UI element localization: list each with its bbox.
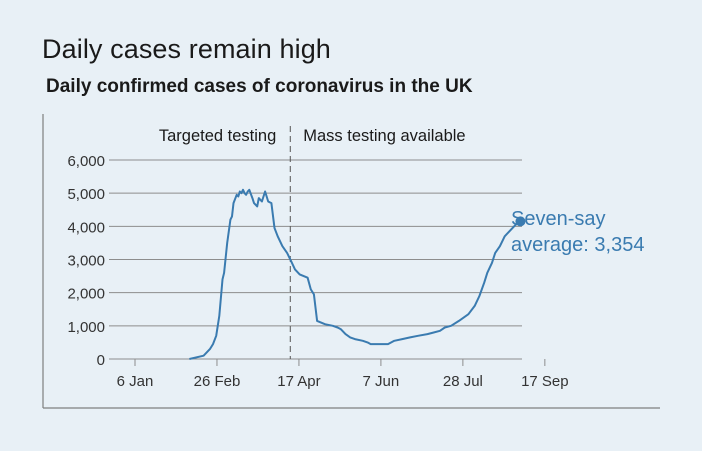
y-tick-label: 1,000 <box>67 319 105 336</box>
latest-point-marker <box>515 216 526 227</box>
y-tick-label: 6,000 <box>67 153 105 170</box>
chart-title: Daily cases remain high <box>42 34 331 64</box>
x-tick-label: 28 Jul <box>443 373 483 390</box>
chart-subtitle: Daily confirmed cases of coronavirus in … <box>46 76 473 97</box>
annotation-line-1: Seven-say <box>511 208 606 230</box>
y-tick-label: 2,000 <box>67 286 105 303</box>
y-tick-label: 3,000 <box>67 253 105 270</box>
phase-divider-group: Targeted testing Mass testing available <box>159 126 466 359</box>
chart-frame <box>42 114 660 409</box>
series-group <box>189 188 521 360</box>
x-tick-label: 7 Jun <box>363 373 400 390</box>
series-line-daily-cases <box>189 188 521 360</box>
annotation-line-2: average: 3,354 <box>511 234 644 256</box>
x-tick-label: 6 Jan <box>117 373 154 390</box>
x-tick-label: 17 Sep <box>521 373 569 390</box>
x-tick-label: 17 Apr <box>277 373 320 390</box>
x-axis-ticks: 6 Jan 26 Feb 17 Apr 7 Jun 28 Jul 17 Sep <box>117 359 569 390</box>
phase-label-targeted: Targeted testing <box>159 127 276 145</box>
x-tick-label: 26 Feb <box>194 373 241 390</box>
phase-label-mass: Mass testing available <box>303 127 465 145</box>
y-axis-ticks: 0 1,000 2,000 3,000 4,000 5,000 6,000 <box>67 153 105 369</box>
gridlines <box>109 159 522 360</box>
y-tick-label: 0 <box>97 352 105 369</box>
annotation-group: Seven-say average: 3,354 <box>511 208 644 256</box>
y-tick-label: 4,000 <box>67 219 105 236</box>
y-tick-label: 5,000 <box>67 186 105 203</box>
